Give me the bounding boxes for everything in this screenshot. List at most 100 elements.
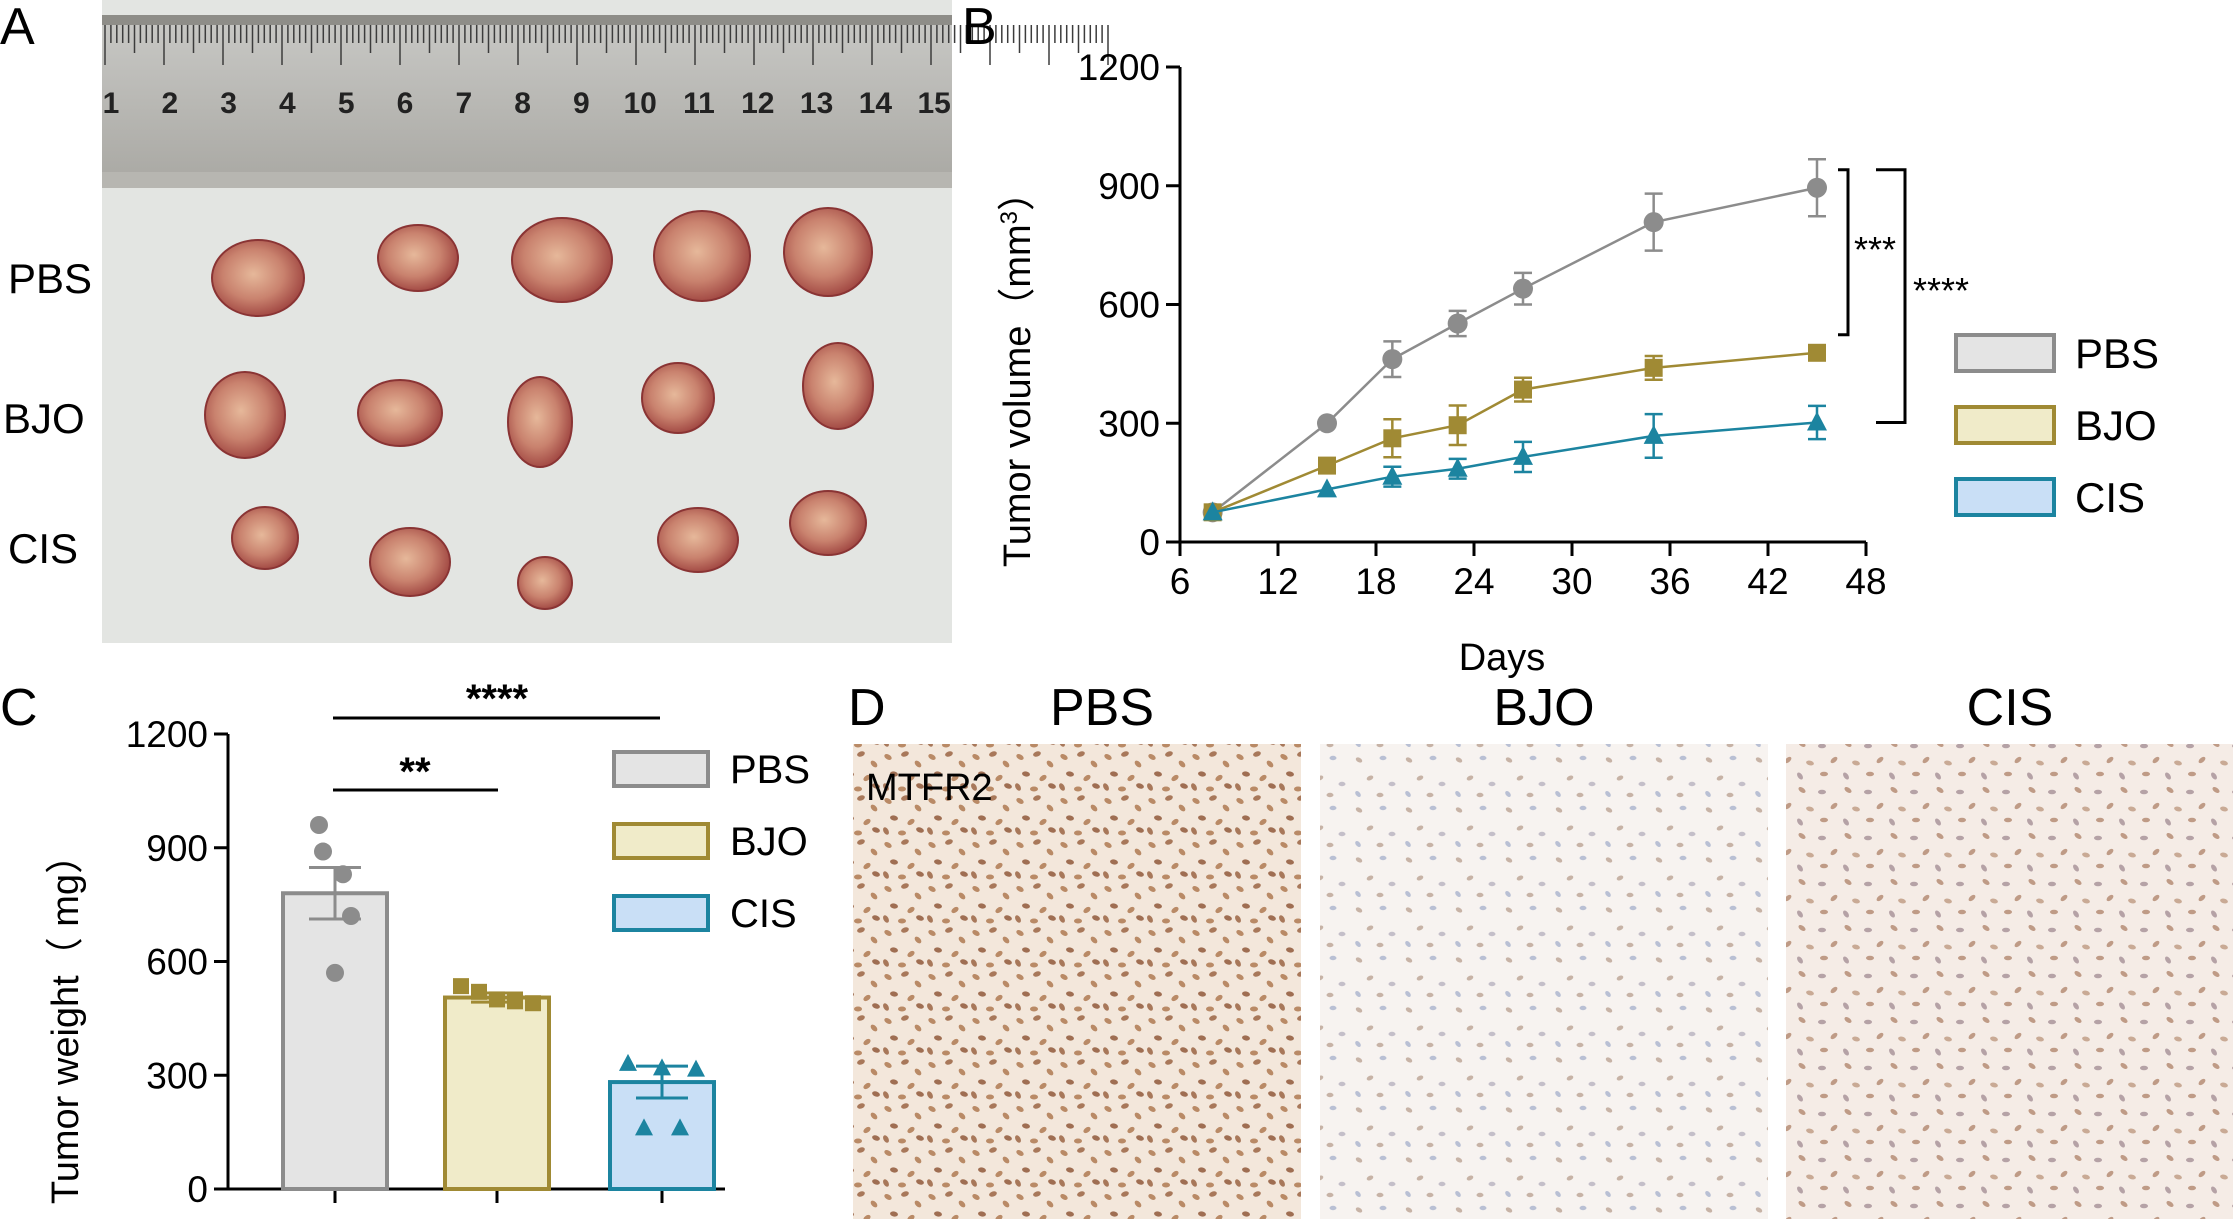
ruler-number: 5 (338, 87, 355, 120)
volume-y-tick-label: 1200 (1078, 47, 1160, 88)
legend-label-bjo: BJO (730, 820, 808, 864)
dot-bjo (489, 991, 505, 1008)
legend-swatch-cis (612, 894, 710, 932)
data-point-cis (1513, 445, 1533, 465)
legend-label-pbs: PBS (730, 748, 810, 792)
ihc-image-bjo (1320, 744, 1768, 1219)
data-point-cis (1807, 411, 1827, 431)
volume-x-tick-label: 6 (1170, 561, 1191, 602)
ruler-number: 14 (859, 87, 893, 120)
sig-label-pbs-bjo: ** (399, 750, 431, 794)
tumor (641, 362, 715, 434)
ihc-stain-label: MTFR2 (866, 767, 993, 809)
data-point-pbs (1447, 313, 1468, 334)
panel-a-letter: A (0, 0, 35, 56)
ruler-number: 3 (220, 87, 237, 120)
panel-b-letter: B (962, 0, 997, 56)
volume-x-tick-label: 12 (1257, 561, 1298, 602)
ruler-number: 1 (103, 87, 120, 120)
ihc-image-pbs (853, 744, 1301, 1219)
ihc-title-cis: CIS (1967, 679, 2054, 737)
dot-bjo (525, 995, 541, 1012)
tumor-specimens (204, 207, 874, 610)
dot-bjo (507, 993, 523, 1010)
legend-swatch-bjo (1954, 405, 2056, 445)
volume-y-axis-label: Tumor volume（mm3） (996, 173, 1040, 567)
tumor (377, 224, 459, 292)
tumor (507, 376, 573, 468)
dot-pbs (314, 842, 332, 861)
data-point-bjo (1644, 358, 1663, 377)
tumor (657, 507, 739, 573)
volume-y-tick-label: 300 (1098, 403, 1160, 444)
tumor (231, 506, 299, 570)
ruler-number: 6 (397, 87, 414, 120)
ruler-number: 8 (514, 87, 531, 120)
legend-label-cis: CIS (730, 892, 797, 936)
legend-swatch-cis (1954, 477, 2056, 517)
panel-c-letter: C (0, 679, 38, 737)
legend-swatch-pbs (612, 750, 710, 788)
tumor-weight-chart: Tumor weight（ mg） 03006009001200******PB… (45, 677, 810, 1210)
volume-y-tick-label: 0 (1139, 522, 1160, 563)
data-point-cis (1382, 465, 1403, 485)
dot-cis (671, 1118, 689, 1136)
ruler-number: 15 (918, 87, 951, 120)
legend-swatch-bjo (612, 822, 710, 860)
weight-y-tick-label: 600 (146, 942, 208, 983)
tumor (357, 379, 443, 447)
legend-swatch-pbs (1954, 333, 2056, 373)
ruler-numbers: 1 2 3 4 5 6 7 8 9 10 11 12 13 14 15 (103, 87, 951, 120)
data-point-bjo (1514, 380, 1532, 399)
photo-row-label-bjo: BJO (3, 395, 85, 442)
volume-x-axis-label: Days (1459, 637, 1546, 679)
weight-y-tick-label: 300 (146, 1055, 208, 1096)
tumor (204, 371, 286, 459)
tumor (369, 527, 451, 597)
ihc-image-cis (1786, 744, 2233, 1219)
data-point-bjo (1808, 343, 1826, 362)
tumor (802, 342, 874, 430)
data-point-bjo (1448, 416, 1467, 435)
ruler-number: 12 (741, 87, 774, 120)
dot-pbs (334, 865, 352, 884)
dot-bjo (453, 978, 469, 995)
tumor (653, 210, 751, 302)
weight-y-axis-label: Tumor weight（ mg） (45, 836, 87, 1204)
tumor-photo: 1 2 3 4 5 6 7 8 9 10 11 12 13 14 15 (102, 0, 1109, 643)
data-point-cis (1317, 478, 1337, 498)
data-point-bjo (1318, 456, 1336, 475)
tumor-volume-chart: Tumor volume（mm3） Days 0 300 600 900 1200 6 12… (996, 47, 2160, 679)
ruler-number: 10 (624, 87, 657, 120)
ruler-number: 11 (683, 87, 715, 120)
ruler-number: 9 (573, 87, 590, 120)
dot-cis (687, 1059, 705, 1077)
tumor (211, 239, 305, 317)
ruler-number: 2 (161, 87, 178, 120)
ruler-number: 13 (800, 87, 833, 120)
sig-bracket-pbs-bjo (1838, 168, 1850, 337)
weight-y-tick-label: 0 (187, 1169, 208, 1210)
data-point-pbs (1513, 278, 1533, 299)
volume-x-tick-label: 18 (1355, 561, 1396, 602)
series-line-cis (1212, 421, 1818, 514)
sig-label-pbs-cis: **** (1913, 270, 1969, 311)
ihc-title-bjo: BJO (1493, 679, 1594, 737)
dot-pbs (342, 907, 360, 925)
legend-label-bjo: BJO (2075, 402, 2157, 449)
tumor (511, 217, 613, 303)
data-point-pbs (1643, 212, 1664, 233)
legend-label-cis: CIS (2075, 474, 2145, 521)
ruler-number: 7 (455, 87, 472, 120)
data-point-cis (1643, 424, 1664, 444)
bar-cis (608, 1080, 716, 1191)
tumor (517, 556, 573, 610)
dot-pbs (310, 816, 328, 834)
volume-x-tick-label: 36 (1649, 561, 1690, 602)
sig-label-pbs-bjo: *** (1854, 229, 1896, 270)
dot-pbs (326, 963, 344, 982)
volume-x-tick-label: 30 (1551, 561, 1592, 602)
data-point-pbs (1807, 177, 1827, 198)
dot-cis (619, 1053, 637, 1071)
